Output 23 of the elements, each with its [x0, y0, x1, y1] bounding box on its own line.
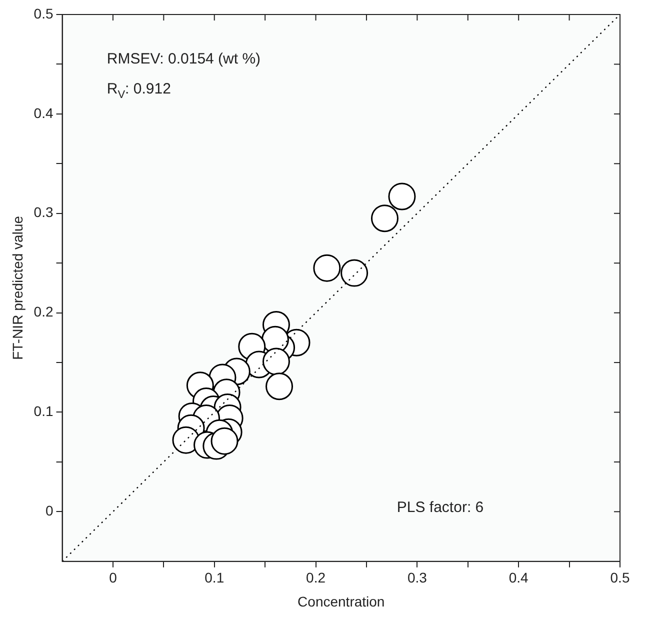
x-tick-label: 0.1	[204, 570, 224, 586]
point	[313, 254, 341, 282]
y-axis-title: FT-NIR predicted value	[9, 216, 26, 360]
x-tick-label: 0	[109, 570, 118, 586]
x-tick-label: 0.2	[306, 570, 326, 586]
annotation: RMSEV: 0.0154 (wt %)	[106, 50, 261, 68]
point	[340, 259, 368, 287]
x-axis-title: Concentration	[298, 593, 385, 610]
point	[370, 204, 398, 232]
point	[388, 182, 416, 210]
x-tick-label: 0.3	[407, 570, 428, 586]
y-tick-label: 0	[45, 502, 54, 519]
x-tick-label: 0.4	[508, 570, 529, 586]
y-tick-label: 0.4	[34, 104, 54, 121]
point	[262, 348, 290, 376]
y-tick-label: 0.3	[34, 204, 54, 220]
point	[210, 427, 238, 455]
point	[266, 372, 294, 400]
y-tick-label: 0.2	[34, 304, 54, 320]
annotation: PLS factor: 6	[396, 499, 484, 516]
y-tick-label: 0.1	[34, 403, 54, 420]
y-tick-label: 0.5	[34, 5, 54, 22]
x-tick-label: 0.5	[610, 570, 630, 586]
